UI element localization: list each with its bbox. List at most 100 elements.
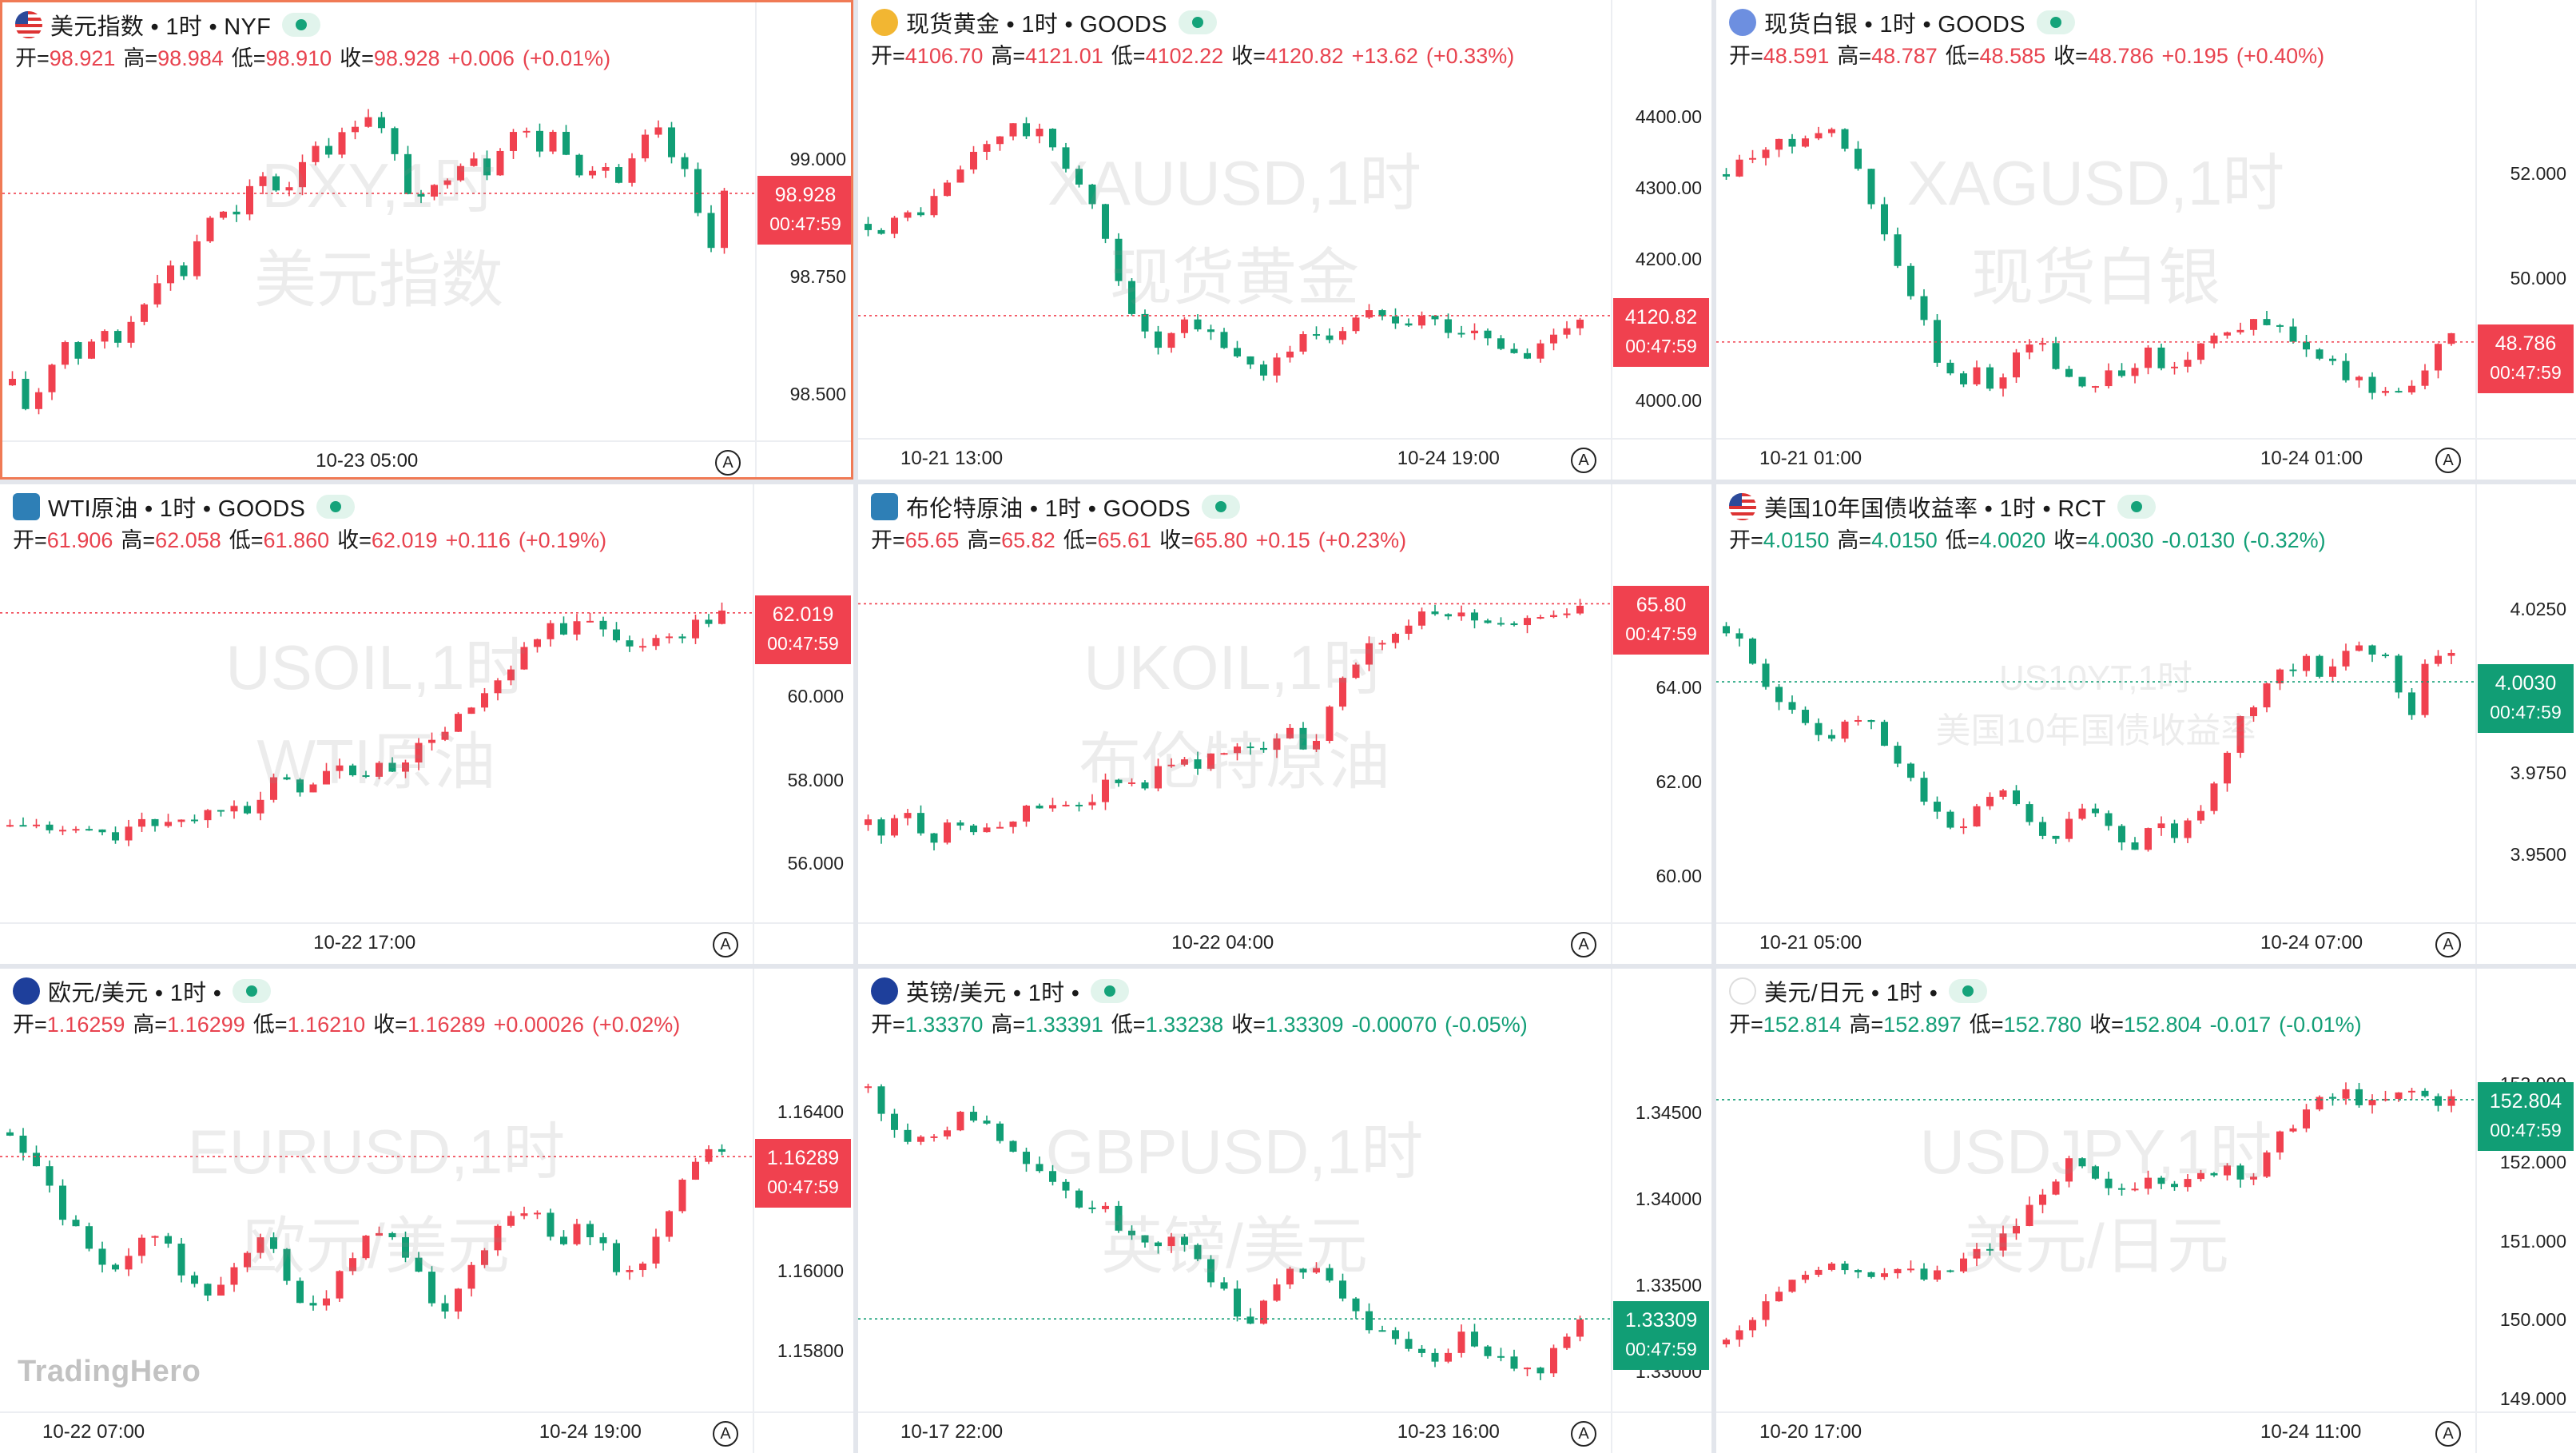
symbol-flag-icon bbox=[1729, 977, 1756, 1005]
candle-body bbox=[204, 810, 212, 821]
price-axis[interactable]: 4400.00 4300.00 4200.00 4000.00 bbox=[1611, 0, 1711, 480]
visibility-toggle-icon[interactable] bbox=[1091, 979, 1130, 1003]
candlestick-plot[interactable] bbox=[1716, 484, 2475, 922]
chart-panel-us10y[interactable]: 美国10年国债收益率 • 1时 • RCT 开=4.0150 高=4.0150 低=4… bbox=[1716, 484, 2576, 964]
visibility-toggle-icon[interactable] bbox=[1178, 10, 1217, 34]
price-axis[interactable]: 4.0250 3.9750 3.9500 bbox=[2475, 484, 2576, 964]
symbol-title[interactable]: 现货白银 • 1时 • GOODS bbox=[1764, 12, 2025, 38]
ohlc-key-o: 开= bbox=[871, 1013, 905, 1037]
symbol-title[interactable]: 欧元/美元 • 1时 • bbox=[48, 981, 222, 1006]
candle-body bbox=[457, 165, 464, 181]
candle-body bbox=[1723, 1340, 1730, 1345]
visibility-toggle-icon[interactable] bbox=[233, 979, 272, 1003]
candlestick-plot[interactable] bbox=[0, 484, 753, 922]
visibility-toggle-icon[interactable] bbox=[282, 13, 321, 37]
auto-scale-button[interactable]: A bbox=[713, 932, 738, 957]
candle-body bbox=[666, 1211, 673, 1237]
chart-panel-usdjpy[interactable]: 美元/日元 • 1时 • 开=152.814 高=152.897 低=152.780 收… bbox=[1716, 969, 2576, 1453]
candle-body bbox=[72, 1220, 80, 1227]
symbol-title[interactable]: 现货黄金 • 1时 • GOODS bbox=[906, 12, 1167, 38]
auto-scale-button[interactable]: A bbox=[1571, 448, 1596, 473]
candle-body bbox=[85, 1226, 93, 1249]
visibility-toggle-icon[interactable] bbox=[316, 495, 356, 519]
candlestick-plot[interactable] bbox=[858, 484, 1611, 922]
candle-body bbox=[1194, 759, 1202, 769]
chart-header[interactable]: 现货黄金 • 1时 • GOODS bbox=[871, 3, 1217, 42]
price-axis[interactable]: 60.000 58.000 56.000 bbox=[753, 484, 853, 964]
symbol-title[interactable]: WTI原油 • 1时 • GOODS bbox=[48, 496, 306, 522]
visibility-toggle-icon[interactable] bbox=[1949, 979, 1988, 1003]
chart-panel-brent[interactable]: 布伦特原油 • 1时 • GOODS 开=65.65 高=65.82 低=65.61 收… bbox=[858, 484, 1711, 964]
symbol-title[interactable]: 英镑/美元 • 1时 • bbox=[906, 981, 1080, 1006]
chart-panel-gold[interactable]: 现货黄金 • 1时 • GOODS 开=4106.70 高=4121.01 低=410… bbox=[858, 0, 1711, 480]
chart-panel-silver[interactable]: 现货白银 • 1时 • GOODS 开=48.591 高=48.787 低=48.58… bbox=[1716, 0, 2576, 480]
candle-body bbox=[507, 669, 515, 681]
ohlc-value-h: 4121.01 bbox=[1025, 44, 1103, 68]
candle-body bbox=[718, 1148, 725, 1152]
candle-body bbox=[283, 777, 291, 780]
candle-body bbox=[151, 1236, 159, 1238]
chart-header[interactable]: 美国10年国债收益率 • 1时 • RCT bbox=[1729, 488, 2156, 526]
symbol-flag-icon bbox=[1729, 9, 1756, 36]
auto-scale-button[interactable]: A bbox=[2435, 1421, 2461, 1447]
current-price-badge: 48.786 00:47:59 bbox=[2478, 324, 2574, 393]
chart-header[interactable]: 欧元/美元 • 1时 • bbox=[13, 972, 272, 1010]
candlestick-plot[interactable] bbox=[858, 0, 1611, 438]
candle-body bbox=[1141, 1235, 1149, 1243]
ohlc-key-o: 开= bbox=[871, 44, 905, 68]
chart-header[interactable]: WTI原油 • 1时 • GOODS bbox=[13, 488, 356, 526]
symbol-title[interactable]: 布伦特原油 • 1时 • GOODS bbox=[906, 496, 1191, 522]
price-axis[interactable]: 1.16400 1.16000 1.15800 bbox=[753, 969, 853, 1453]
chart-header[interactable]: 英镑/美元 • 1时 • bbox=[871, 972, 1130, 1010]
candle-body bbox=[1457, 612, 1465, 617]
candlestick-plot[interactable] bbox=[1716, 0, 2475, 438]
candle-body bbox=[705, 619, 713, 624]
ohlc-value-c: 62.019 bbox=[371, 528, 438, 552]
chart-panel-eurusd[interactable]: 欧元/美元 • 1时 • 开=1.16259 高=1.16299 低=1.16210 收… bbox=[0, 969, 853, 1453]
candlestick-plot[interactable] bbox=[858, 969, 1611, 1411]
auto-scale-button[interactable]: A bbox=[1571, 932, 1596, 957]
candle-body bbox=[244, 806, 251, 814]
candle-body bbox=[1167, 764, 1175, 766]
ohlc-key-o: 开= bbox=[1729, 1013, 1763, 1037]
chart-header[interactable]: 布伦特原油 • 1时 • GOODS bbox=[871, 488, 1241, 526]
candle-body bbox=[191, 1275, 198, 1284]
ohlc-change: -0.00070 bbox=[1351, 1013, 1437, 1037]
candle-body bbox=[1392, 633, 1399, 643]
chart-header[interactable]: 美元/日元 • 1时 • bbox=[1729, 972, 1988, 1010]
chart-header[interactable]: 美元指数 • 1时 • NYF bbox=[15, 6, 321, 44]
candle-body bbox=[681, 157, 689, 169]
symbol-title[interactable]: 美国10年国债收益率 • 1时 • RCT bbox=[1764, 496, 2106, 522]
candle-body bbox=[2276, 669, 2284, 684]
price-axis[interactable]: 99.000 98.750 98.500 bbox=[755, 2, 851, 477]
candle-body bbox=[2316, 1097, 2324, 1110]
symbol-title[interactable]: 美元指数 • 1时 • NYF bbox=[50, 14, 272, 40]
auto-scale-button[interactable]: A bbox=[713, 1421, 738, 1447]
candle-body bbox=[1867, 719, 1875, 723]
ohlc-value-o: 4106.70 bbox=[904, 44, 984, 68]
chart-panel-gbpusd[interactable]: 英镑/美元 • 1时 • 开=1.33370 高=1.33391 低=1.33238 收… bbox=[858, 969, 1711, 1453]
candle-body bbox=[1167, 1236, 1175, 1247]
candlestick-plot[interactable] bbox=[0, 969, 753, 1411]
visibility-toggle-icon[interactable] bbox=[2117, 495, 2156, 519]
candle-body bbox=[1524, 1367, 1531, 1370]
auto-scale-button[interactable]: A bbox=[2435, 932, 2461, 957]
auto-scale-button[interactable]: A bbox=[1571, 1421, 1596, 1447]
candle-body bbox=[1299, 334, 1307, 352]
visibility-toggle-icon[interactable] bbox=[1202, 495, 1241, 519]
price-axis[interactable]: 1.34500 1.34000 1.33500 1.33000 bbox=[1611, 969, 1711, 1453]
chart-header[interactable]: 现货白银 • 1时 • GOODS bbox=[1729, 3, 2075, 42]
symbol-title[interactable]: 美元/日元 • 1时 • bbox=[1764, 981, 1938, 1006]
chart-panel-wti[interactable]: WTI原油 • 1时 • GOODS 开=61.906 高=62.058 低=61.8… bbox=[0, 484, 853, 964]
visibility-toggle-icon[interactable] bbox=[2036, 10, 2075, 34]
candlestick-plot[interactable] bbox=[1716, 969, 2475, 1411]
auto-scale-button[interactable]: A bbox=[715, 450, 741, 476]
candlestick-plot[interactable] bbox=[2, 2, 755, 440]
auto-scale-button[interactable]: A bbox=[2435, 448, 2461, 473]
chart-panel-dxy[interactable]: 美元指数 • 1时 • NYF 开=98.921 高=98.984 低=98.910 收… bbox=[0, 0, 853, 480]
candle-body bbox=[599, 620, 607, 630]
candle-body bbox=[2118, 1188, 2125, 1190]
